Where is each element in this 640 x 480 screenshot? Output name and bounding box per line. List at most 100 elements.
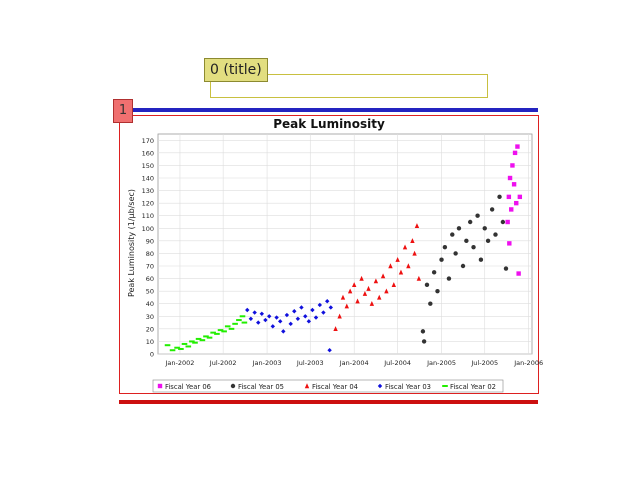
data-point bbox=[274, 315, 279, 320]
data-point bbox=[278, 319, 283, 324]
data-point bbox=[380, 273, 386, 279]
y-tick-label: 60 bbox=[146, 275, 154, 283]
figure-annotation-tag: 1 bbox=[113, 99, 133, 123]
data-point bbox=[327, 348, 332, 353]
data-point bbox=[485, 238, 491, 244]
data-point bbox=[507, 175, 513, 181]
y-tick-label: 20 bbox=[146, 325, 154, 333]
data-point bbox=[281, 329, 286, 334]
x-tick-label: Jul-2002 bbox=[209, 359, 237, 367]
bottom-rule bbox=[119, 400, 538, 404]
y-tick-label: 10 bbox=[146, 338, 154, 346]
data-point bbox=[174, 346, 180, 349]
data-point bbox=[489, 207, 495, 212]
data-point bbox=[217, 329, 224, 332]
y-tick-label: 50 bbox=[146, 288, 154, 296]
data-point bbox=[431, 270, 437, 275]
title-annotation-box bbox=[210, 74, 488, 98]
x-tick-label: Jan-2003 bbox=[252, 359, 282, 367]
data-point bbox=[181, 342, 188, 345]
data-point bbox=[344, 303, 349, 309]
legend-swatch bbox=[230, 383, 236, 389]
data-point bbox=[478, 257, 484, 262]
data-point bbox=[236, 319, 242, 322]
data-point bbox=[270, 324, 276, 329]
y-tick-label: 150 bbox=[142, 162, 154, 170]
x-axis-ticks: Jan-2002 Jul-2002 Jan-2003 Jul-2003 Jan-2004… bbox=[164, 359, 543, 367]
y-tick-label: 40 bbox=[146, 300, 154, 308]
data-point bbox=[199, 339, 206, 342]
data-point bbox=[313, 315, 319, 320]
data-point bbox=[482, 226, 487, 231]
data-point bbox=[435, 288, 440, 294]
data-point bbox=[467, 219, 473, 225]
y-tick-label: 110 bbox=[142, 212, 154, 220]
legend-label: Fiscal Year 02 bbox=[450, 383, 496, 391]
series-fiscal-year-05 bbox=[420, 194, 509, 344]
data-point bbox=[412, 250, 417, 256]
data-point bbox=[241, 321, 248, 324]
data-point bbox=[398, 269, 404, 275]
x-tick-label: Jul-2003 bbox=[296, 359, 324, 367]
data-point bbox=[185, 345, 192, 348]
data-point bbox=[384, 288, 389, 294]
legend-swatch bbox=[157, 383, 163, 389]
data-point bbox=[514, 200, 519, 206]
y-axis-ticks: 0 10 20 30 40 50 60 70 80 90 100 110 120 130 140 150 160… bbox=[142, 137, 154, 359]
data-point bbox=[373, 278, 379, 284]
legend-label: Fiscal Year 05 bbox=[238, 383, 284, 391]
y-tick-label: 160 bbox=[142, 149, 154, 157]
x-tick-label: Jan-2006 bbox=[513, 359, 543, 367]
data-point bbox=[442, 244, 448, 250]
data-point bbox=[333, 326, 338, 332]
data-point bbox=[475, 213, 480, 218]
data-point bbox=[511, 182, 517, 187]
data-point bbox=[295, 316, 301, 321]
legend-frame bbox=[152, 379, 504, 393]
plot-frame bbox=[157, 133, 533, 355]
data-point bbox=[351, 282, 357, 288]
data-point bbox=[464, 238, 469, 244]
data-point bbox=[421, 339, 427, 344]
data-point bbox=[446, 276, 452, 281]
data-point bbox=[256, 320, 261, 325]
x-tick-label: Jul-2004 bbox=[383, 359, 411, 367]
series-fiscal-year-03 bbox=[245, 299, 333, 353]
data-point bbox=[210, 331, 216, 334]
figure-annotation-box bbox=[119, 115, 539, 394]
data-point bbox=[420, 329, 426, 334]
data-point bbox=[267, 314, 272, 319]
y-axis-label: Peak Luminosity (1/µb/sec) bbox=[127, 189, 136, 297]
data-point bbox=[456, 226, 462, 231]
y-tick-label: 100 bbox=[142, 225, 154, 233]
data-point bbox=[303, 314, 308, 319]
data-point bbox=[362, 290, 368, 296]
data-point bbox=[369, 301, 375, 306]
data-point bbox=[169, 349, 176, 352]
data-point bbox=[224, 325, 231, 328]
data-point bbox=[228, 327, 235, 330]
data-point bbox=[505, 219, 510, 225]
title-annotation-tag: 0 (title) bbox=[204, 58, 268, 82]
y-tick-label: 140 bbox=[142, 175, 154, 183]
y-tick-label: 30 bbox=[146, 313, 154, 321]
data-point bbox=[516, 271, 521, 276]
data-point bbox=[288, 321, 293, 327]
data-point bbox=[503, 266, 509, 271]
data-point bbox=[164, 344, 171, 347]
data-points bbox=[164, 144, 523, 353]
legend-label: Fiscal Year 06 bbox=[165, 383, 211, 391]
data-point bbox=[410, 238, 415, 244]
data-point bbox=[195, 337, 202, 340]
data-point bbox=[507, 241, 512, 246]
data-point bbox=[471, 244, 476, 250]
x-tick-label: Jan-2005 bbox=[426, 359, 456, 367]
data-point bbox=[321, 310, 326, 315]
data-point bbox=[414, 223, 420, 228]
data-point bbox=[406, 263, 411, 269]
y-tick-label: 80 bbox=[146, 250, 154, 258]
gridlines bbox=[158, 134, 532, 355]
data-point bbox=[428, 301, 433, 306]
x-tick-label: Jan-2002 bbox=[164, 359, 194, 367]
data-point bbox=[178, 347, 184, 350]
